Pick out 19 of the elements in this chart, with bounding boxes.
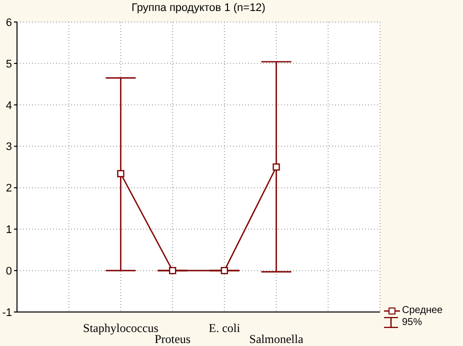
y-tick-label: 0 [6,265,12,278]
x-tick-label: Staphylococcus [83,321,159,335]
chart-title: Группа продуктов 1 (n=12) [130,2,266,14]
x-tick-label: Salmonella [249,332,304,346]
x-tick-label: E. coli [208,321,241,335]
point [272,163,280,171]
y-tick-label: 3 [6,141,12,154]
x-tick-label: Proteus [154,332,191,346]
y-tick-label: 6 [6,16,12,29]
point [168,266,176,274]
y-tick-label: 2 [6,182,12,195]
y-tick-label: 4 [6,100,12,112]
legend-label: Среднее [402,304,443,316]
y-tick-label: 1 [6,224,12,236]
y-tick-label: 5 [6,58,12,70]
y-tick-label: -1 [2,306,12,319]
point [220,266,228,274]
point [117,170,124,178]
text: 95% [402,316,422,328]
